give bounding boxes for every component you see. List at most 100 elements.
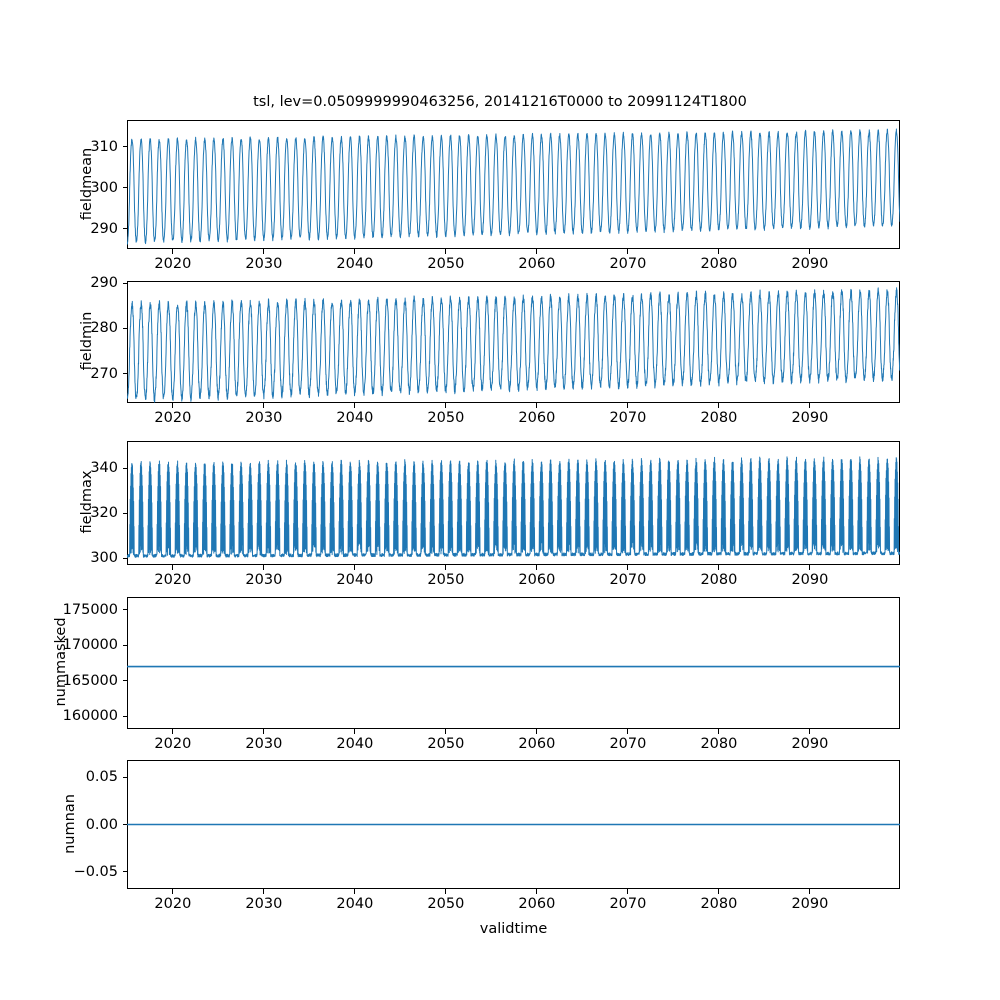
x-tick-mark bbox=[263, 565, 265, 570]
x-tick-mark bbox=[536, 889, 538, 894]
x-tick-mark bbox=[263, 889, 265, 894]
y-tick-label: 280 bbox=[90, 320, 118, 337]
x-tick-label: 2040 bbox=[336, 410, 374, 426]
x-tick-label: 2070 bbox=[609, 410, 647, 426]
x-tick-label: 2040 bbox=[336, 896, 374, 912]
x-tick-mark bbox=[718, 249, 720, 254]
subplot-numnan bbox=[127, 760, 900, 889]
x-tick-label: 2090 bbox=[791, 896, 829, 912]
x-tick-label: 2060 bbox=[518, 736, 556, 752]
subplot-fieldmean bbox=[127, 120, 900, 249]
x-tick-mark bbox=[718, 729, 720, 734]
x-tick-label: 2050 bbox=[427, 736, 465, 752]
x-tick-label: 2040 bbox=[336, 256, 374, 272]
x-tick-label: 2090 bbox=[791, 572, 829, 588]
x-tick-label: 2080 bbox=[700, 736, 738, 752]
x-tick-mark bbox=[718, 565, 720, 570]
x-tick-mark bbox=[445, 403, 447, 408]
x-tick-label: 2030 bbox=[245, 410, 283, 426]
y-axis-label-fieldmin: fieldmin bbox=[79, 311, 96, 371]
y-tick-mark bbox=[122, 187, 127, 189]
y-tick-label: 175000 bbox=[62, 601, 118, 618]
y-tick-label: 170000 bbox=[62, 637, 118, 654]
x-tick-label: 2080 bbox=[700, 256, 738, 272]
x-tick-mark bbox=[718, 889, 720, 894]
y-tick-mark bbox=[122, 557, 127, 559]
x-tick-label: 2020 bbox=[154, 410, 192, 426]
x-tick-label: 2090 bbox=[791, 256, 829, 272]
y-tick-mark bbox=[122, 644, 127, 646]
x-tick-mark bbox=[354, 403, 356, 408]
y-tick-label: 320 bbox=[90, 505, 118, 522]
y-tick-label: 290 bbox=[90, 220, 118, 237]
x-tick-mark bbox=[809, 729, 811, 734]
series-numnan bbox=[127, 823, 900, 826]
y-tick-mark bbox=[122, 871, 127, 873]
y-tick-mark bbox=[122, 227, 127, 230]
x-tick-mark bbox=[809, 249, 811, 254]
y-axis-label-numnan: numnan bbox=[62, 793, 78, 854]
y-tick-mark bbox=[122, 776, 127, 778]
x-tick-label: 2090 bbox=[791, 410, 829, 426]
x-tick-mark bbox=[809, 889, 811, 894]
x-tick-mark bbox=[536, 565, 538, 570]
x-tick-mark bbox=[354, 729, 356, 734]
x-tick-label: 2050 bbox=[427, 572, 465, 588]
data-line bbox=[127, 456, 900, 558]
x-tick-label: 2060 bbox=[518, 256, 556, 272]
axes-frame bbox=[127, 597, 900, 729]
x-tick-mark bbox=[172, 403, 174, 408]
x-tick-mark bbox=[536, 249, 538, 254]
x-tick-label: 2070 bbox=[609, 256, 647, 272]
x-tick-mark bbox=[445, 249, 447, 254]
series-nummasked bbox=[127, 665, 900, 668]
series-fieldmax bbox=[127, 456, 900, 558]
x-tick-mark bbox=[354, 249, 356, 254]
y-tick-mark bbox=[122, 327, 127, 329]
x-tick-label: 2060 bbox=[518, 572, 556, 588]
data-line bbox=[127, 128, 900, 245]
subplot-fieldmax bbox=[127, 441, 900, 565]
series-fieldmean bbox=[127, 128, 900, 245]
y-axis-label-fieldmax: fieldmax bbox=[79, 470, 96, 534]
x-tick-label: 2030 bbox=[245, 896, 283, 912]
x-tick-mark bbox=[809, 565, 811, 570]
y-tick-mark bbox=[122, 282, 127, 284]
x-tick-mark bbox=[445, 889, 447, 894]
x-tick-mark bbox=[536, 403, 538, 408]
x-tick-label: 2090 bbox=[791, 736, 829, 752]
x-tick-mark bbox=[263, 403, 265, 408]
x-tick-label: 2030 bbox=[245, 572, 283, 588]
y-tick-mark bbox=[122, 609, 127, 611]
x-tick-mark bbox=[172, 729, 174, 734]
x-tick-mark bbox=[809, 403, 811, 408]
y-tick-mark bbox=[122, 715, 127, 717]
x-tick-mark bbox=[627, 403, 629, 408]
x-tick-label: 2060 bbox=[518, 410, 556, 426]
y-tick-mark bbox=[122, 823, 127, 826]
y-tick-label: 300 bbox=[90, 179, 118, 196]
y-tick-label: 310 bbox=[90, 138, 118, 155]
x-tick-mark bbox=[718, 403, 720, 408]
x-tick-label: 2080 bbox=[700, 896, 738, 912]
subplot-nummasked bbox=[127, 597, 900, 729]
y-tick-label: 0.05 bbox=[85, 769, 118, 786]
x-tick-mark bbox=[536, 729, 538, 734]
y-tick-mark bbox=[122, 512, 127, 514]
x-tick-label: 2050 bbox=[427, 256, 465, 272]
y-axis-label-fieldmean: fieldmean bbox=[79, 147, 96, 220]
y-tick-label: 340 bbox=[90, 460, 118, 477]
x-tick-mark bbox=[172, 249, 174, 254]
y-tick-mark bbox=[122, 680, 127, 682]
x-tick-label: 2040 bbox=[336, 572, 374, 588]
y-tick-label: 300 bbox=[90, 550, 118, 567]
x-tick-mark bbox=[172, 565, 174, 570]
y-tick-label: 160000 bbox=[62, 708, 118, 725]
x-tick-mark bbox=[354, 889, 356, 894]
data-line bbox=[127, 287, 900, 403]
subplot-fieldmin bbox=[127, 281, 900, 403]
y-tick-label: 165000 bbox=[62, 672, 118, 689]
x-tick-label: 2070 bbox=[609, 896, 647, 912]
y-axis-label-nummasked: nummasked bbox=[53, 617, 70, 707]
